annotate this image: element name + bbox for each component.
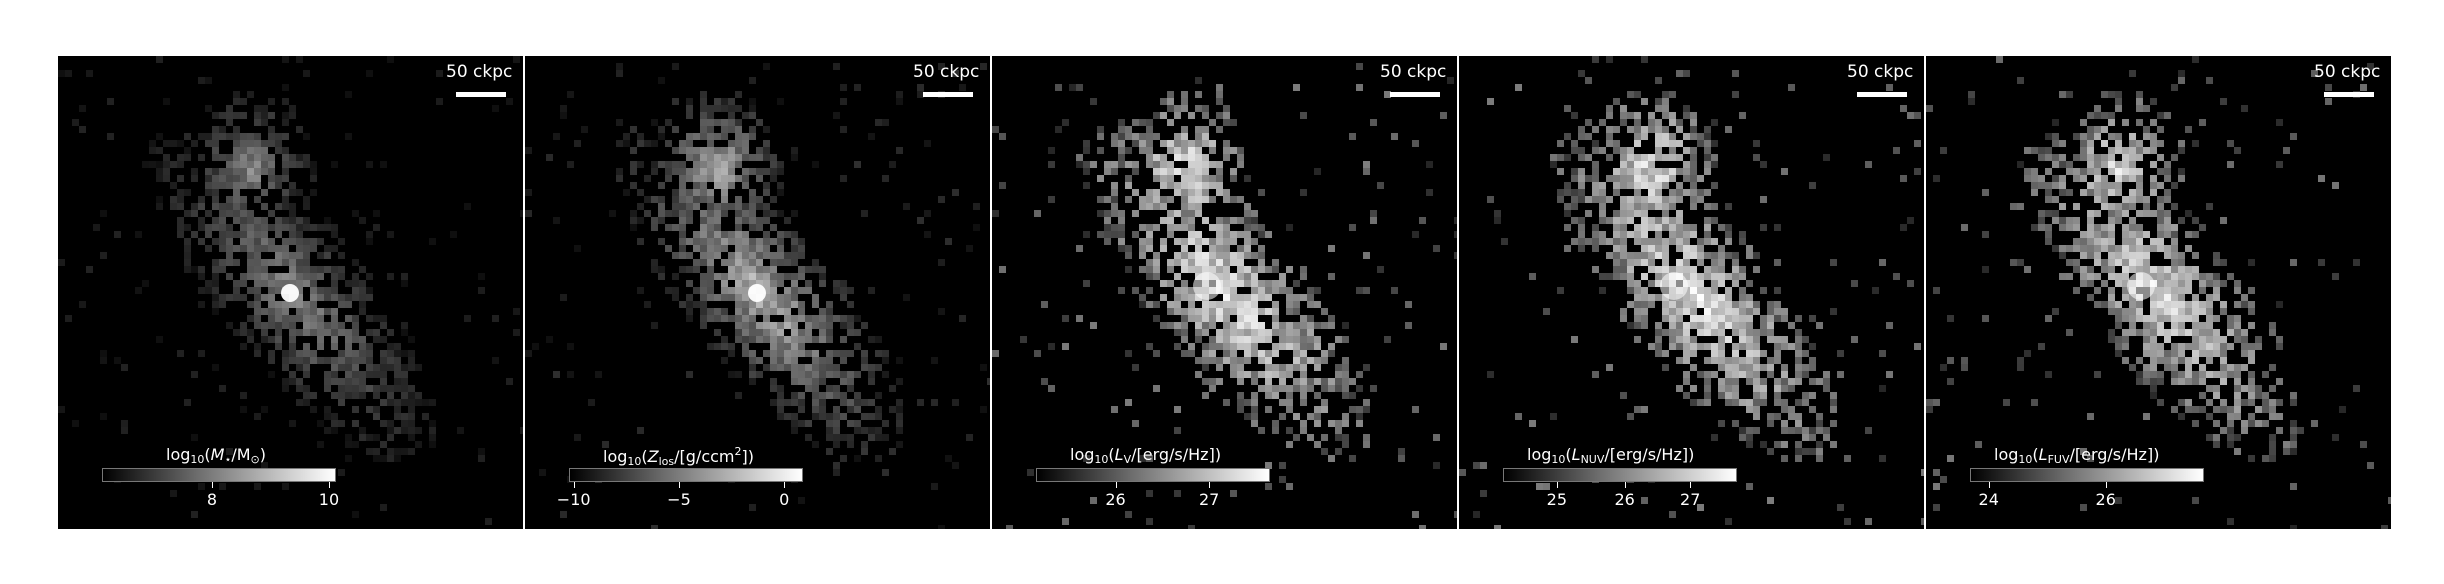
colorbar-tick [1988, 482, 1990, 488]
colorbar-label-var: M [210, 445, 225, 464]
colorbar-tick [1624, 482, 1626, 488]
galaxy-core [1660, 272, 1688, 300]
colorbar-tick-label: −10 [556, 490, 591, 509]
colorbar-tick [2105, 482, 2107, 488]
scale-bar [456, 92, 506, 97]
scale-bar-label: 50 ckpc [446, 62, 513, 82]
galaxy-pixel-map [525, 63, 990, 529]
colorbar-label-pre: log [1994, 445, 2019, 464]
colorbar-label-sub1: 10 [1094, 453, 1109, 466]
scale-bar-label: 50 ckpc [1847, 62, 1914, 82]
colorbar-label-pre: log [603, 447, 628, 466]
colorbar-tick-label: 8 [206, 490, 218, 509]
colorbar-tick-label: 27 [1680, 490, 1701, 509]
galaxy-core [1193, 272, 1221, 300]
colorbar-tick [573, 482, 575, 488]
colorbar-label-var: L [2038, 445, 2048, 464]
colorbar-label-sub3: ⊙ [250, 453, 260, 466]
colorbar-label: log10(Zlos/[g/ccm2]) [603, 445, 754, 468]
colorbar [569, 468, 803, 482]
colorbar-tick [678, 482, 680, 488]
scale-bar-label: 50 ckpc [1380, 62, 1447, 82]
colorbar-label-sub1: 10 [2018, 453, 2033, 466]
colorbar-tick [784, 482, 786, 488]
colorbar-label-pre: log [1070, 445, 1095, 464]
colorbar-tick-label: −5 [667, 490, 691, 509]
colorbar-label-open: ( [1108, 445, 1115, 464]
colorbar-label-mid: /[erg/s/Hz]) [2069, 445, 2160, 464]
colorbar-label-sub2: FUV [2047, 453, 2070, 466]
galaxy-pixel-map [58, 56, 523, 525]
scale-bar [923, 92, 973, 97]
galaxy-core [281, 284, 299, 302]
colorbar-tick-label: 26 [2095, 490, 2116, 509]
colorbar-label-sub2: NUV [1580, 453, 1605, 466]
map-panel-fuv: 50 ckpc log10(LFUV/[erg/s/Hz]) 24 26 [1926, 56, 2391, 529]
colorbar-label-sub2: V [1123, 453, 1132, 466]
colorbar-tick [1556, 482, 1558, 488]
galaxy-core [2127, 272, 2155, 300]
colorbar-label-open: ( [2032, 445, 2039, 464]
colorbar [1036, 468, 1270, 482]
map-panel-v-band: 50 ckpc log10(LV/[erg/s/Hz]) 26 27 [992, 56, 1457, 529]
colorbar-label-sub1: 10 [627, 455, 642, 468]
colorbar-tick-label: 10 [318, 490, 340, 509]
scale-bar [1390, 92, 1440, 97]
colorbar-label-var: L [1571, 445, 1581, 464]
colorbar-label-sub1: 10 [190, 453, 205, 466]
scale-bar-label: 50 ckpc [913, 62, 980, 82]
scale-bar-label: 50 ckpc [2314, 62, 2381, 82]
colorbar [1970, 468, 2204, 482]
colorbar-label-pre: log [1527, 445, 1552, 464]
colorbar-tick [1209, 482, 1211, 488]
galaxy-pixel-map [992, 63, 1457, 529]
colorbar-tick-label: 24 [1978, 490, 1999, 509]
colorbar-label-open: ( [1565, 445, 1572, 464]
colorbar-tick [211, 482, 213, 488]
colorbar-tick-label: 27 [1198, 490, 1220, 509]
galaxy-pixel-map [1459, 56, 1924, 529]
galaxy-core [748, 284, 766, 302]
colorbar-label-mid: /[g/ccm [674, 447, 735, 466]
colorbar-label-mid: /[erg/s/Hz]) [1131, 445, 1222, 464]
map-panel-stellar-mass: 50 ckpc log10(M⋆/M⊙) 8 10 [58, 56, 523, 529]
colorbar-label-pre: log [166, 445, 191, 464]
scale-bar [1857, 92, 1907, 97]
colorbar-label-mid: /M [231, 445, 251, 464]
map-panel-metallicity: 50 ckpc log10(Zlos/[g/ccm2]) −10 −5 0 [525, 56, 990, 529]
colorbar-label: log10(M⋆/M⊙) [166, 445, 266, 466]
colorbar-label-sup: 2 [734, 445, 742, 458]
colorbar-label-sub2: los [658, 455, 675, 468]
map-panel-nuv: 50 ckpc log10(LNUV/[erg/s/Hz]) 25 26 27 [1459, 56, 1924, 529]
colorbar-label: log10(LFUV/[erg/s/Hz]) [1994, 445, 2159, 466]
colorbar-tick [328, 482, 330, 488]
colorbar-label: log10(LV/[erg/s/Hz]) [1070, 445, 1221, 466]
colorbar-tick-label: 26 [1614, 490, 1635, 509]
colorbar-tick [1690, 482, 1692, 488]
colorbar-label-var: L [1114, 445, 1124, 464]
colorbar-tick [1115, 482, 1117, 488]
colorbar-label-close: ]) [741, 447, 754, 466]
colorbar-label-mid: /[erg/s/Hz]) [1604, 445, 1695, 464]
colorbar-tick-label: 26 [1105, 490, 1126, 509]
colorbar [102, 468, 336, 482]
colorbar-label-sub1: 10 [1551, 453, 1566, 466]
galaxy-pixel-map [1926, 56, 2391, 529]
colorbar-label-close: ) [259, 445, 267, 464]
colorbar-label-var: Z [647, 447, 659, 466]
colorbar [1503, 468, 1737, 482]
colorbar-label-open: ( [204, 445, 211, 464]
colorbar-tick-label: 0 [779, 490, 790, 509]
colorbar-label-open: ( [641, 447, 648, 466]
colorbar-tick-label: 25 [1546, 490, 1567, 509]
scale-bar [2324, 92, 2374, 97]
colorbar-label: log10(LNUV/[erg/s/Hz]) [1527, 445, 1694, 466]
colorbar-label-sub2: ⋆ [224, 453, 232, 466]
